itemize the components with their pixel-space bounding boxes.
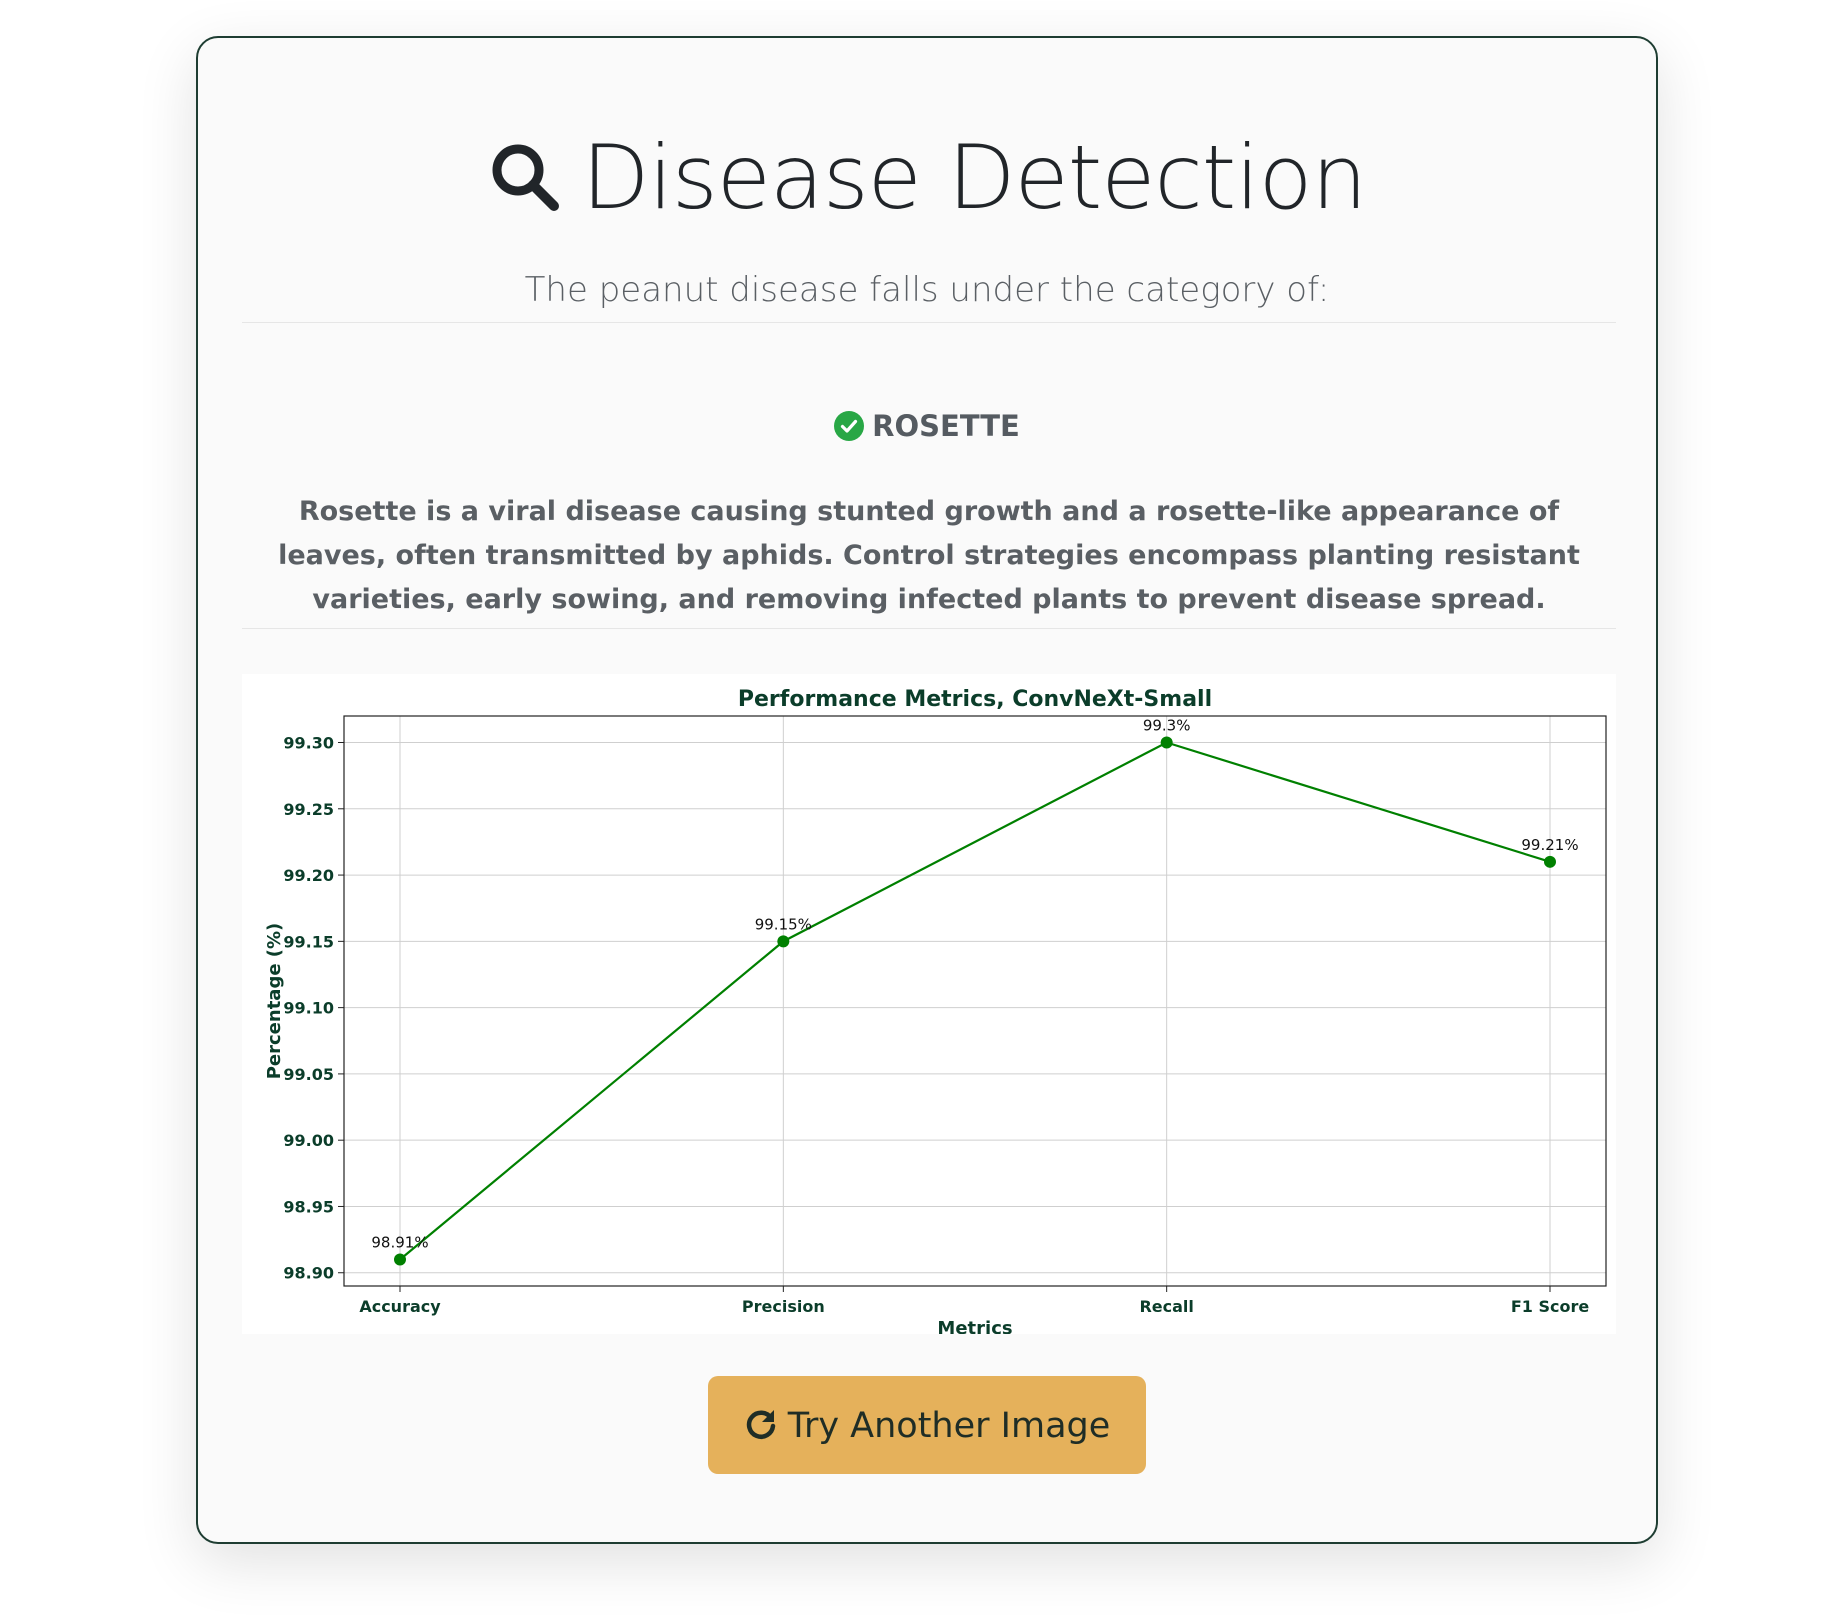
refresh-icon <box>746 1410 775 1439</box>
disease-description: Rosette is a viral disease causing stunt… <box>278 496 1580 615</box>
try-another-image-label: Try Another Image <box>787 1406 1111 1446</box>
divider <box>242 628 1616 629</box>
y-tick-label: 98.95 <box>283 1197 334 1216</box>
y-tick-label: 99.25 <box>283 800 334 819</box>
search-icon <box>492 144 559 211</box>
page-title-text: Disease Detection <box>581 126 1368 229</box>
y-tick-label: 99.15 <box>283 932 334 951</box>
disease-name: ROSETTE <box>872 409 1020 443</box>
x-tick-label: F1 Score <box>1511 1297 1590 1316</box>
x-axis-label: Metrics <box>937 1318 1012 1334</box>
y-tick-label: 99.00 <box>283 1131 334 1150</box>
y-tick-label: 98.90 <box>283 1264 334 1283</box>
performance-chart: Performance Metrics, ConvNeXt-Small 98.90… <box>242 674 1616 1334</box>
try-another-image-button[interactable]: Try Another Image <box>708 1376 1146 1474</box>
data-point <box>394 1253 406 1266</box>
x-tick-label: Accuracy <box>359 1297 441 1316</box>
data-label: 99.3% <box>1143 717 1191 735</box>
y-tick-label: 99.20 <box>283 866 334 885</box>
result-label: ROSETTE <box>198 406 1656 446</box>
data-label: 99.21% <box>1521 836 1578 854</box>
subtitle: The peanut disease falls under the categ… <box>524 270 1330 310</box>
data-point <box>1544 855 1556 868</box>
x-tick-label: Recall <box>1139 1297 1193 1316</box>
data-label: 98.91% <box>371 1233 428 1251</box>
y-tick-label: 99.05 <box>283 1065 334 1084</box>
y-tick-label: 99.30 <box>283 734 334 753</box>
data-label: 99.15% <box>755 915 812 933</box>
plot-frame <box>343 715 1607 1287</box>
divider <box>242 322 1616 323</box>
data-point <box>777 935 790 948</box>
chart-svg: Performance Metrics, ConvNeXt-Small 98.90… <box>264 687 1607 1334</box>
y-axis-label: Percentage (%) <box>264 923 285 1080</box>
y-tick-label: 99.10 <box>283 999 334 1018</box>
data-point <box>1160 736 1173 749</box>
series-line <box>399 741 1551 1261</box>
x-tick-label: Precision <box>742 1297 825 1316</box>
chart-title: Performance Metrics, ConvNeXt-Small <box>738 687 1212 712</box>
page-title: Disease Detection <box>198 128 1656 228</box>
check-circle-icon <box>834 411 865 441</box>
result-card: Disease Detection The peanut disease fal… <box>196 36 1658 1544</box>
